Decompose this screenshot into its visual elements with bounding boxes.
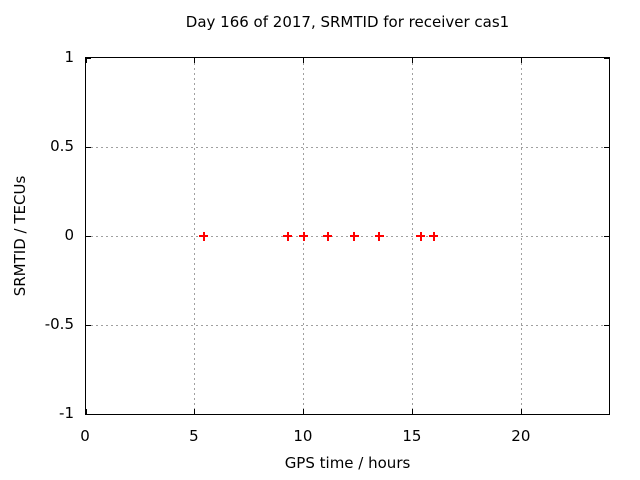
y-tick-label: -1 (59, 404, 74, 422)
x-tick-label: 10 (293, 427, 313, 445)
y-tick-mark (604, 413, 609, 415)
x-tick-mark (303, 58, 305, 63)
y-tick-mark (604, 324, 609, 326)
y-tick-label: 1 (64, 48, 74, 66)
x-tick-label: 20 (511, 427, 531, 445)
x-tick-mark (194, 58, 196, 63)
x-tick-label: 0 (80, 427, 90, 445)
marker-v-bar (286, 231, 289, 241)
h-gridline (86, 324, 609, 326)
data-point-marker (323, 231, 333, 241)
y-tick-mark (604, 146, 609, 148)
x-tick-mark (521, 58, 523, 63)
x-tick-label: 5 (189, 427, 199, 445)
y-tick-mark (604, 57, 609, 59)
marker-v-bar (419, 231, 422, 241)
x-tick-mark (85, 409, 87, 414)
y-tick-labels: -1 -0.5 0 0.5 1 (0, 48, 74, 422)
data-point-marker (299, 231, 309, 241)
y-tick-mark (604, 235, 609, 237)
x-tick-mark (412, 58, 414, 63)
y-tick-mark (86, 235, 91, 237)
marker-v-bar (202, 231, 205, 241)
data-point-marker (349, 231, 359, 241)
y-tick-label: 0.5 (50, 137, 74, 155)
marker-v-bar (378, 231, 381, 241)
x-tick-label: 15 (402, 427, 422, 445)
y-tick-mark (86, 146, 91, 148)
marker-v-bar (326, 231, 329, 241)
marker-v-bar (432, 231, 435, 241)
x-tick-mark (303, 409, 305, 414)
chart-title: Day 166 of 2017, SRMTID for receiver cas… (185, 13, 510, 31)
y-tick-mark (86, 324, 91, 326)
marker-v-bar (353, 231, 356, 241)
x-tick-labels: 0 5 10 15 20 (80, 427, 610, 445)
h-gridline (86, 235, 609, 237)
data-point-marker (374, 231, 384, 241)
h-gridline (86, 146, 609, 148)
x-tick-mark (194, 409, 196, 414)
y-tick-label: 0 (64, 226, 74, 244)
x-tick-mark (412, 409, 414, 414)
y-tick-mark (86, 413, 91, 415)
x-axis-label: GPS time / hours (284, 454, 411, 472)
data-point-marker (429, 231, 439, 241)
marker-v-bar (302, 231, 305, 241)
y-tick-label: -0.5 (44, 315, 74, 333)
data-point-marker (199, 231, 209, 241)
x-tick-mark (521, 409, 523, 414)
x-tick-mark (85, 58, 87, 63)
data-point-marker (416, 231, 425, 241)
plot-area (85, 57, 610, 415)
data-point-marker (283, 231, 293, 241)
y-tick-mark (86, 57, 91, 59)
